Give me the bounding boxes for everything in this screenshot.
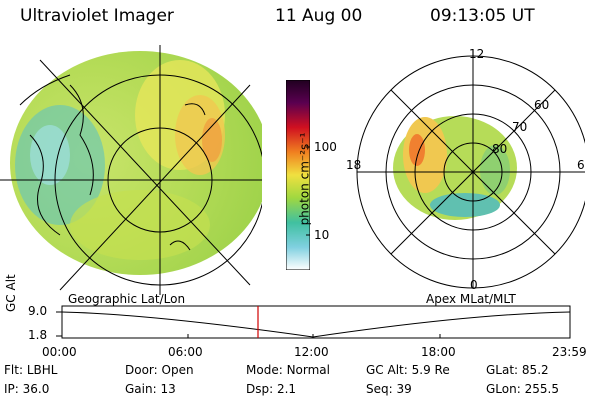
info-mode: Mode: Normal <box>246 363 330 377</box>
mlt-label-12: 12 <box>469 47 485 61</box>
info-flt: Flt: LBHL <box>4 363 58 377</box>
colorbar-tick-10: 10 <box>314 228 330 242</box>
mlt-label-6: 6 <box>577 158 585 172</box>
info-dsp: Dsp: 2.1 <box>246 382 297 396</box>
info-glon: GLon: 255.5 <box>486 382 559 396</box>
date-label: 11 Aug 00 <box>275 6 363 26</box>
timeline-xtick-1800: 18:00 <box>421 345 456 359</box>
info-door: Door: Open <box>125 363 194 377</box>
altitude-timeline <box>56 305 571 339</box>
geographic-image <box>0 45 262 295</box>
info-gc-alt: GC Alt: 5.9 Re <box>366 363 450 377</box>
timeline-xtick-0000: 00:00 <box>42 345 77 359</box>
colorbar-units: photon cm⁻²s⁻¹ <box>297 132 312 226</box>
lat-label-70: 70 <box>512 120 528 134</box>
colorbar-tick-100: 100 <box>314 140 337 154</box>
polar-plot <box>356 55 585 289</box>
lat-label-60: 60 <box>534 98 550 112</box>
right-panel-label: Apex MLat/MLT <box>426 292 516 306</box>
info-ip: IP: 36.0 <box>4 382 50 396</box>
instrument-title: Ultraviolet Imager <box>20 6 174 26</box>
info-seq: Seq: 39 <box>366 382 412 396</box>
colorbar <box>286 80 310 270</box>
left-panel-label: Geographic Lat/Lon <box>68 292 186 306</box>
lat-label-80: 80 <box>492 142 508 156</box>
time-label: 09:13:05 UT <box>430 6 535 26</box>
timeline-xtick-2359: 23:59 <box>552 345 587 359</box>
mlt-label-0: 0 <box>470 278 478 292</box>
timeline-ytick-9: 9.0 <box>28 304 48 318</box>
info-gain: Gain: 13 <box>125 382 176 396</box>
timeline-ytick-1-8: 1.8 <box>28 328 48 342</box>
timeline-xtick-0600: 06:00 <box>168 345 203 359</box>
timeline-xtick-1200: 12:00 <box>294 345 329 359</box>
timeline-axis-label: GC Alt <box>4 274 18 312</box>
mlt-label-18: 18 <box>346 158 362 172</box>
info-glat: GLat: 85.2 <box>486 363 549 377</box>
